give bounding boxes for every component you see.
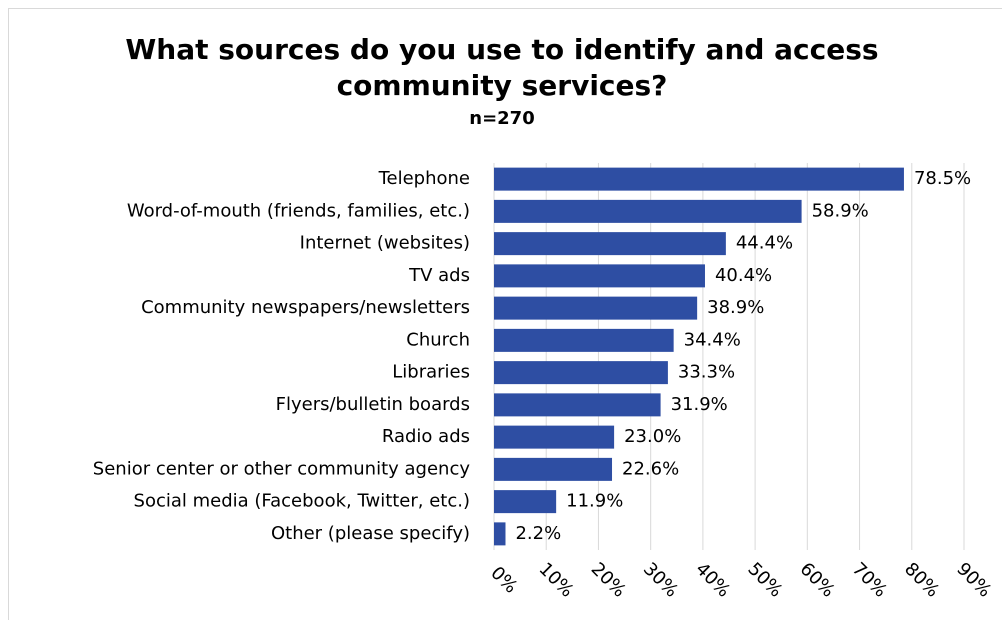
value-label: 40.4% <box>715 265 772 286</box>
bar <box>494 328 674 352</box>
value-label: 38.9% <box>707 297 764 318</box>
category-label: Radio ads <box>382 426 470 447</box>
x-tick-label: 40% <box>691 559 734 602</box>
value-label: 31.9% <box>671 394 728 415</box>
value-label: 78.5% <box>914 168 971 189</box>
category-label: Church <box>406 329 470 350</box>
category-label: Word-of-mouth (friends, families, etc.) <box>127 200 470 221</box>
x-tick-label: 70% <box>848 559 891 602</box>
category-label: Libraries <box>392 362 470 383</box>
value-label: 34.4% <box>684 329 741 350</box>
bar <box>494 264 705 288</box>
x-tick-label: 0% <box>486 563 521 598</box>
value-label: 44.4% <box>736 233 793 254</box>
value-label: 58.9% <box>812 200 869 221</box>
bar <box>494 522 506 546</box>
x-tick-label: 90% <box>952 559 995 602</box>
bar <box>494 457 613 481</box>
value-label: 22.6% <box>622 458 679 479</box>
bar <box>494 199 802 223</box>
category-label: Telephone <box>378 168 470 189</box>
category-label: Community newspapers/newsletters <box>141 297 470 318</box>
value-label: 23.0% <box>624 426 681 447</box>
x-tick-labels: 0% 10% 20% 30% 40% 50% 60% 70% 80% 90% <box>486 559 995 602</box>
value-labels: 78.5% 58.9% 44.4% 40.4% 38.9% 34.4% 33.3% 31.9%… <box>515 168 971 544</box>
bars <box>494 167 904 546</box>
gridlines <box>493 163 965 550</box>
value-label: 11.9% <box>566 491 623 512</box>
x-tick-label: 10% <box>535 559 578 602</box>
category-label: Social media (Facebook, Twitter, etc.) <box>134 491 470 512</box>
chart-title-line-1: What sources do you use to identify and … <box>125 33 879 66</box>
value-label: 33.3% <box>678 362 735 383</box>
value-label: 2.2% <box>515 523 561 544</box>
x-tick-label: 60% <box>796 559 839 602</box>
category-label: Other (please specify) <box>271 523 470 544</box>
category-labels: Telephone Word-of-mouth (friends, familie… <box>93 168 471 544</box>
bar <box>494 425 615 449</box>
bar <box>494 167 904 191</box>
category-label: Flyers/bulletin boards <box>276 394 470 415</box>
chart-title-line-2: community services? <box>336 69 668 102</box>
x-tick-label: 30% <box>639 559 682 602</box>
category-label: TV ads <box>408 265 470 286</box>
x-tick-label: 50% <box>743 559 786 602</box>
bar <box>494 232 726 256</box>
bar <box>494 361 668 385</box>
chart-subtitle: n=270 <box>469 108 535 129</box>
bar <box>494 393 661 417</box>
bar <box>494 296 698 320</box>
chart-frame <box>8 8 1002 620</box>
category-label: Senior center or other community agency <box>93 458 471 479</box>
x-tick-label: 80% <box>900 559 943 602</box>
bar <box>494 490 557 514</box>
x-tick-label: 20% <box>587 559 630 602</box>
category-label: Internet (websites) <box>300 233 470 254</box>
